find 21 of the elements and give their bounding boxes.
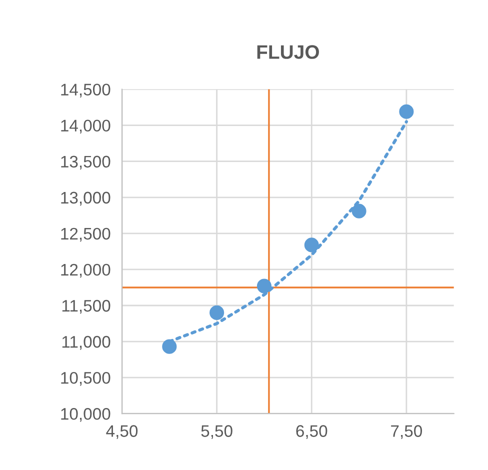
chart-title: FLUJO <box>257 45 319 59</box>
point <box>256 278 272 294</box>
y-tick-label: 14,000 <box>61 120 110 134</box>
y-tick-label: 13,500 <box>61 156 110 170</box>
y-tick-label: 10,000 <box>61 408 110 422</box>
point <box>304 238 319 252</box>
y-tick-label: 12,000 <box>61 264 110 278</box>
y-tick-label: 10,500 <box>61 372 110 386</box>
point <box>210 305 224 320</box>
point <box>162 339 177 354</box>
x-tick-label: 6,50 <box>296 425 328 439</box>
point <box>399 104 414 119</box>
y-tick-label: 11,500 <box>62 300 110 314</box>
y-tick-label: 14,500 <box>61 84 110 98</box>
x-tick-label: 5,50 <box>201 425 232 439</box>
y-tick-label: 13,000 <box>61 192 110 206</box>
x-tick-label: 7,50 <box>391 425 422 439</box>
x-tick-label: 4,50 <box>106 425 138 439</box>
y-tick-label: 11,000 <box>62 336 110 350</box>
point <box>352 204 366 218</box>
y-tick-label: 12,500 <box>61 228 110 242</box>
